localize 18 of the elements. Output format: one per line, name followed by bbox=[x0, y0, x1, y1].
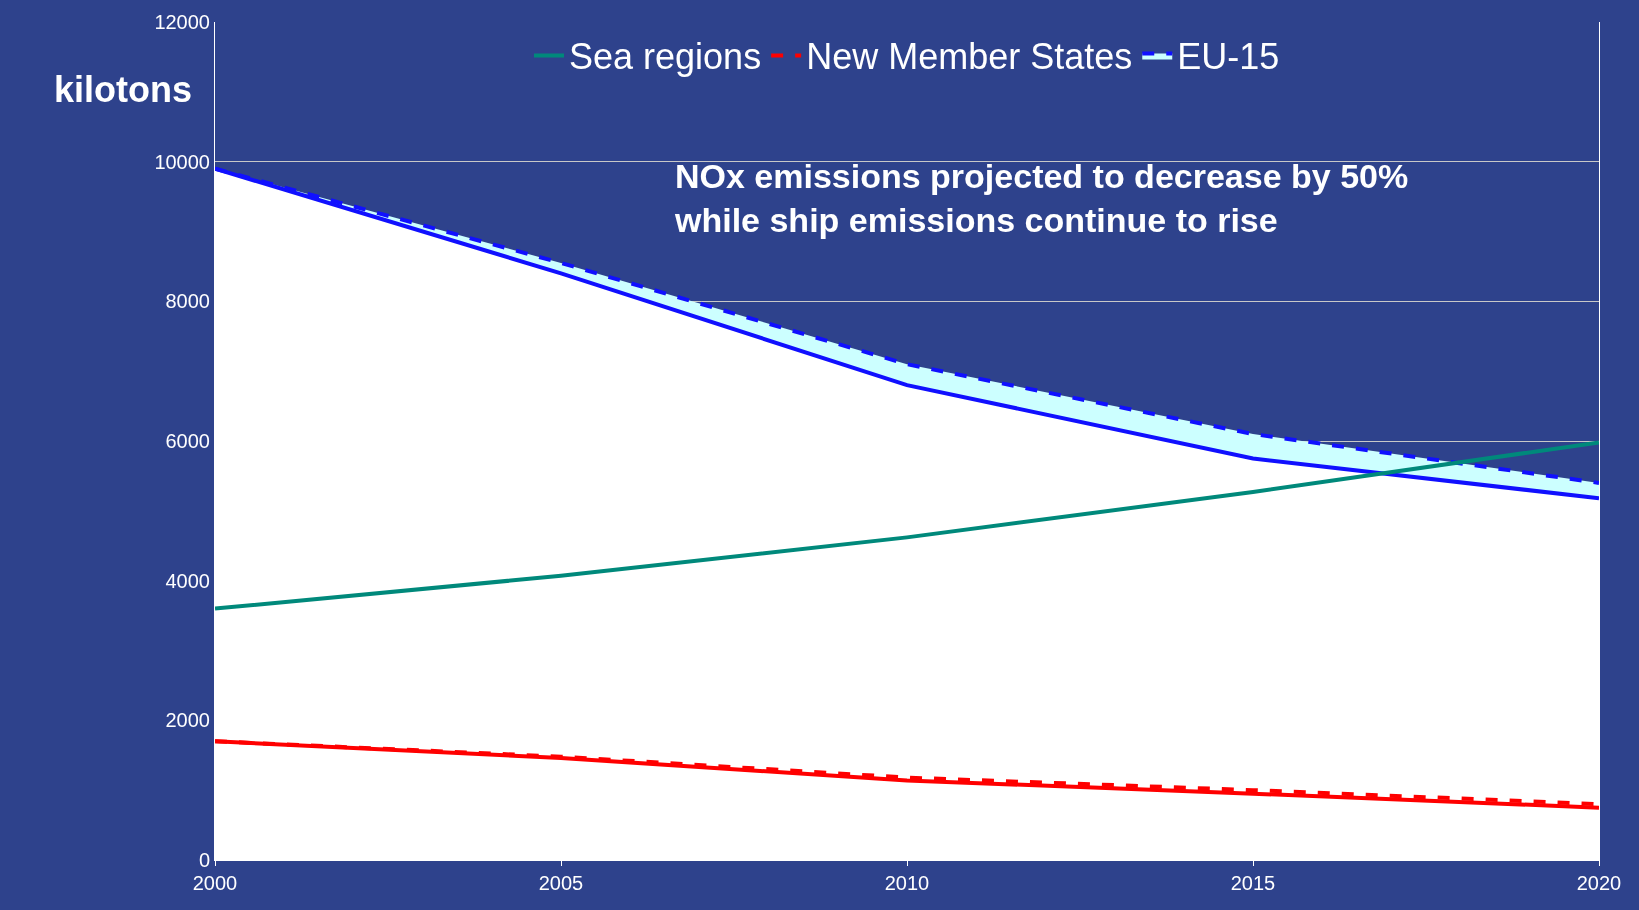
y-tick-label: 6000 bbox=[165, 430, 210, 452]
line-series bbox=[215, 440, 1599, 611]
x-tick-label: 2010 bbox=[884, 872, 930, 894]
y-tick-label: 2000 bbox=[165, 709, 210, 732]
x-tick-label: 2000 bbox=[192, 872, 238, 894]
y-tick-label: 8000 bbox=[165, 290, 210, 313]
y-tick-label: 4000 bbox=[165, 569, 210, 592]
y-tick-label: 12000 bbox=[154, 11, 210, 33]
y-tick-label: 10000 bbox=[154, 150, 210, 173]
y-axis-title: kilotons bbox=[54, 69, 193, 110]
x-tick-label: 2015 bbox=[1230, 872, 1276, 894]
x-tick-label: 2005 bbox=[538, 872, 584, 894]
legend-label: New Member States bbox=[806, 36, 1133, 78]
x-tick-label: 2020 bbox=[1576, 872, 1622, 894]
legend-label: Sea regions bbox=[569, 36, 762, 78]
annotation: NOx emissions projected to decrease by 50% while ship emissions continue to rise bbox=[674, 157, 1409, 240]
legend-label: EU-15 bbox=[1177, 36, 1280, 78]
y-tick-label: 0 bbox=[198, 849, 210, 871]
